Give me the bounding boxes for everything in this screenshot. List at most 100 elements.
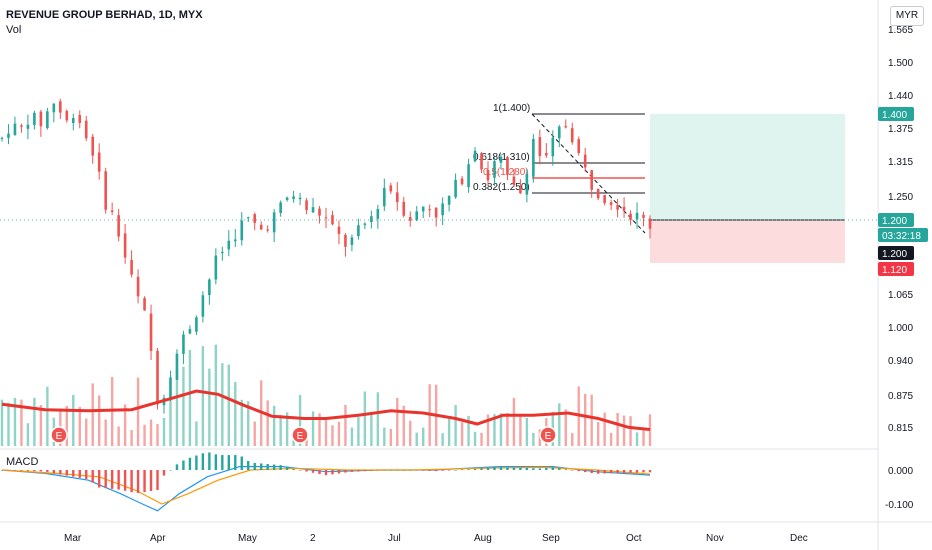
candle-body	[370, 216, 373, 222]
fib-trend-dashed[interactable]	[531, 113, 646, 234]
macd-histogram-bar	[538, 468, 542, 470]
price-tick: 1.565	[888, 25, 913, 36]
candle-body	[20, 125, 23, 127]
macd-histogram-bar	[493, 467, 496, 470]
volume-bar	[221, 363, 224, 446]
volume-bar	[240, 399, 243, 446]
time-label: Apr	[150, 533, 166, 544]
macd-histogram-bar	[331, 470, 334, 475]
macd-histogram-bar	[188, 457, 192, 470]
stop-zone[interactable]	[650, 220, 845, 263]
candle-body	[123, 233, 127, 258]
macd-histogram-bar	[266, 464, 269, 470]
macd-histogram-bar	[39, 470, 43, 472]
candle-body	[493, 161, 496, 178]
candle-body	[648, 218, 652, 229]
macd-histogram-bar	[584, 470, 587, 473]
volume-bar	[422, 427, 425, 446]
candle-body	[292, 196, 295, 200]
macd-histogram-bar	[208, 452, 211, 470]
volume-bars	[0, 344, 652, 446]
macd-histogram-bar	[117, 470, 120, 490]
volume-bar	[227, 364, 230, 446]
current-price-badge[interactable]: 1.200	[878, 246, 914, 260]
earnings-marker-label: E	[297, 431, 304, 442]
candle-body	[169, 377, 172, 400]
volume-bar	[247, 401, 250, 446]
volume-bar	[182, 366, 185, 446]
countdown-badge: 03:32:18	[878, 228, 928, 242]
macd-histogram-bar	[467, 469, 470, 470]
volume-bar	[629, 416, 632, 446]
volume-bar	[7, 402, 10, 446]
earnings-marker[interactable]: E	[291, 426, 309, 444]
macd-histogram-bar	[590, 470, 593, 474]
macd-histogram-bar	[460, 469, 464, 471]
price-tick: 1.440	[888, 91, 913, 102]
volume-bar	[454, 405, 457, 446]
target-zone[interactable]	[650, 114, 845, 220]
macd-histogram-bar	[363, 470, 367, 472]
macd-histogram-bar	[635, 470, 639, 473]
candle-body	[13, 123, 17, 135]
candle-body	[629, 213, 632, 220]
candle-body	[357, 225, 360, 237]
volume-bar	[616, 413, 619, 446]
volume-bar	[188, 349, 192, 446]
current-price-text: 1.200	[882, 249, 907, 260]
macd-histogram-bar	[402, 470, 405, 471]
macd-histogram-bar	[396, 470, 399, 471]
candle-body	[298, 197, 302, 200]
candle-body	[0, 137, 4, 139]
volume-bar	[396, 397, 399, 446]
candle-body	[221, 252, 224, 254]
macd-histogram-bar	[318, 470, 321, 475]
price-axis[interactable]: 1.565 1.500 1.440 1.375 1.315 1.250 1.06…	[885, 25, 914, 511]
macd-histogram-bar	[422, 470, 425, 471]
candle-body	[246, 217, 250, 219]
earnings-marker[interactable]: E	[50, 426, 68, 444]
time-label: Sep	[542, 533, 560, 544]
macd-histogram-bar	[337, 470, 341, 474]
candle-body	[480, 153, 483, 170]
volume-bar	[622, 415, 626, 446]
volume-bar	[195, 421, 198, 446]
volume-bar	[33, 397, 36, 446]
volume-bar	[72, 394, 75, 446]
currency-button[interactable]: MYR	[890, 6, 924, 26]
macd-histogram-bar	[629, 470, 632, 473]
volume-bar	[635, 432, 639, 446]
volume-bar	[13, 397, 17, 446]
macd-histogram-bar	[240, 456, 243, 470]
time-label: May	[238, 533, 257, 544]
target-price-badge[interactable]: 1.400	[878, 107, 914, 121]
candle-body	[557, 126, 561, 139]
earnings-marker-label: E	[56, 431, 63, 442]
macd-histogram-bar	[551, 467, 554, 470]
volume-bar	[285, 412, 289, 446]
volume-bar	[506, 413, 509, 446]
entry-price-badge[interactable]: 1.200	[878, 213, 914, 227]
candle-body	[454, 179, 457, 198]
earnings-marker[interactable]: E	[539, 426, 557, 444]
macd-histogram-bar	[292, 469, 295, 470]
macd-histogram-bar	[234, 455, 237, 470]
candle-body	[227, 240, 231, 250]
candle-body	[421, 206, 425, 212]
stop-price-badge[interactable]: 1.120	[878, 262, 914, 276]
volume-bar	[311, 411, 315, 446]
volume-bar	[331, 425, 334, 446]
volume-legend[interactable]: Vol	[6, 24, 22, 36]
time-axis[interactable]: Mar Apr May 2 Jul Aug Sep Oct Nov Dec	[64, 533, 808, 544]
volume-bar	[486, 414, 490, 446]
macd-histogram-bar	[46, 470, 49, 472]
price-tick: 0.875	[888, 391, 913, 402]
volume-bar	[85, 418, 88, 446]
macd-legend[interactable]: MACD	[6, 456, 39, 468]
candle-body	[337, 226, 341, 234]
macd-histogram-bar	[20, 470, 23, 471]
fib-label-05: 0.5(1.280)	[483, 167, 529, 178]
macd-histogram-bar	[195, 455, 198, 470]
volume-bar	[98, 395, 101, 446]
